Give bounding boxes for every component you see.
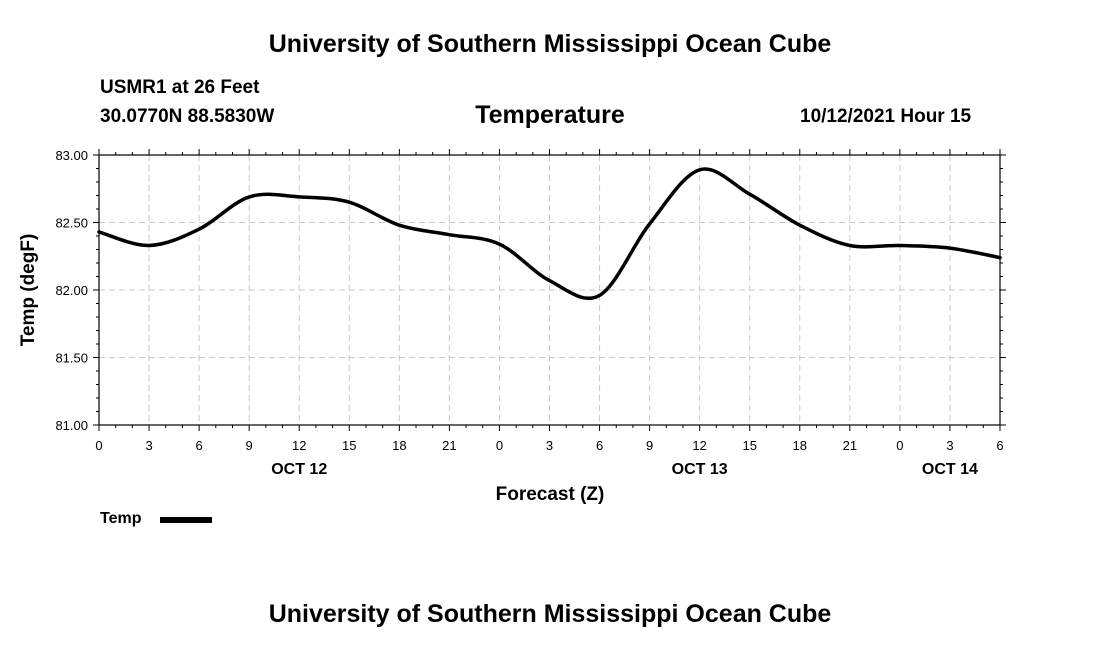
x-tick-label: 15 [742,438,756,453]
x-tick-label: 12 [692,438,706,453]
page-title-bottom: University of Southern Mississippi Ocean… [268,600,832,628]
x-axis-title: Forecast (Z) [496,484,605,505]
x-date-label: OCT 14 [922,461,978,478]
x-tick-label: 18 [392,438,406,453]
x-tick-label: 21 [442,438,456,453]
x-tick-label: 6 [596,438,603,453]
forecast-timestamp: 10/12/2021 Hour 15 [800,106,972,127]
x-tick-label: 15 [342,438,356,453]
y-axis-title: Temp (degF) [18,234,39,347]
legend-swatch [160,517,212,523]
y-tick-label: 82.00 [55,283,88,298]
x-date-label: OCT 13 [672,461,728,478]
y-tick-label: 82.50 [55,216,88,231]
legend-label: Temp [100,510,142,527]
x-tick-label: 3 [546,438,553,453]
x-tick-label: 0 [896,438,903,453]
x-tick-label: 9 [646,438,653,453]
chart-title: Temperature [475,101,625,129]
x-tick-label: 12 [292,438,306,453]
station-label: USMR1 at 26 Feet [100,77,260,98]
x-tick-label: 0 [95,438,102,453]
x-date-label: OCT 12 [271,461,327,478]
station-coordinates: 30.0770N 88.5830W [100,106,275,127]
y-tick-label: 81.50 [55,351,88,366]
x-tick-label: 6 [996,438,1003,453]
x-tick-label: 3 [946,438,953,453]
page-title-top: University of Southern Mississippi Ocean… [268,30,832,58]
grid-lines [99,155,1000,425]
plot-frame [98,154,1001,426]
temp-series-line [97,167,1002,301]
y-tick-label: 83.00 [55,148,88,163]
x-tick-label: 9 [246,438,253,453]
x-tick-label: 3 [145,438,152,453]
x-tick-label: 21 [843,438,857,453]
y-tick-label: 81.00 [55,418,88,433]
temperature-chart: 81.00 81.50 82.00 82.50 83.00 0 3 6 9 12 15 18 21 0 3 6… [18,148,1006,505]
x-tick-label: 18 [793,438,807,453]
x-tick-label: 6 [195,438,202,453]
axis-labels: 81.00 81.50 82.00 82.50 83.00 0 3 6 9 12 15 18 21 0 3 6… [55,148,1003,478]
x-tick-label: 0 [496,438,503,453]
